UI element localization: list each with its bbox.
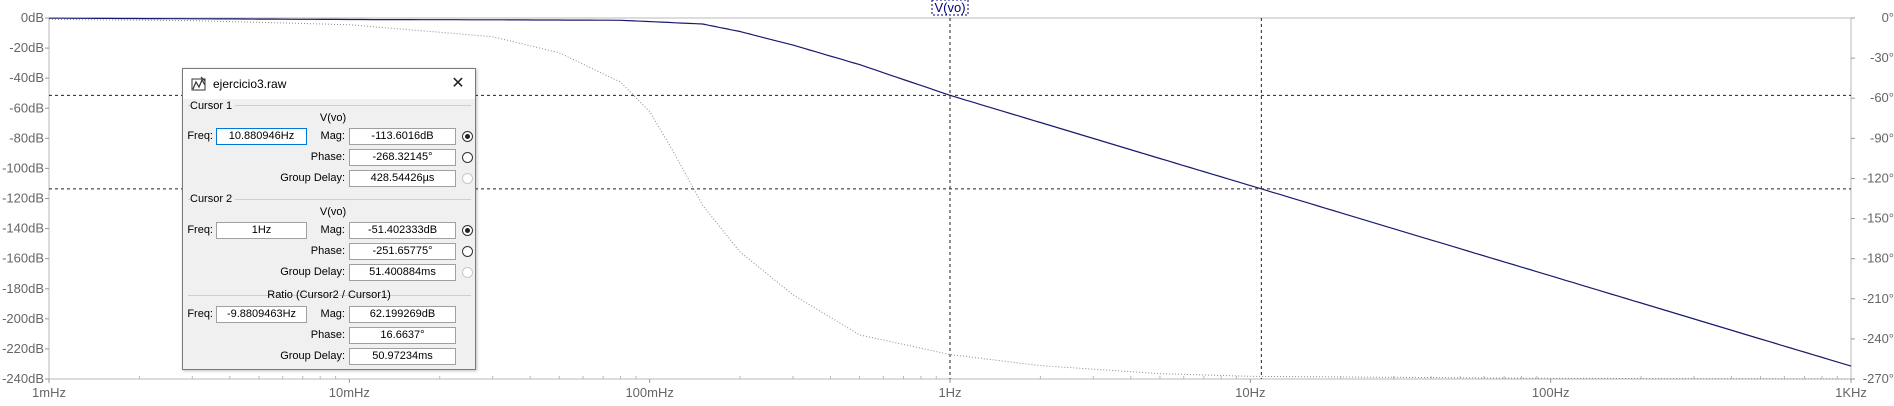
cursor2-mag-radio[interactable] [462, 225, 473, 236]
y-right-tick-label: 0° [1882, 10, 1894, 25]
cursor2-phase-field: -251.65775° [349, 243, 456, 260]
cursor1-gd-radio[interactable] [462, 173, 473, 184]
ratio-mag-field: 62.199269dB [349, 306, 456, 323]
ratio-phase-label: Phase: [310, 329, 345, 341]
x-tick-label: 100Hz [1532, 385, 1570, 400]
cursor2-freq-field[interactable]: 1Hz [216, 222, 307, 239]
y-right-tick-label: -210° [1863, 291, 1894, 306]
x-tick-label: 10Hz [1235, 385, 1265, 400]
cursor1-gd-label: Group Delay: [280, 172, 345, 184]
waveform-app-icon [191, 76, 206, 91]
y-left-tick-label: -20dB [9, 40, 44, 55]
y-left-tick-label: -80dB [9, 130, 44, 145]
ratio-group-line [188, 295, 471, 296]
series [48, 17, 1852, 380]
y-left-tick-label: -100dB [2, 160, 44, 175]
ratio-phase-field: 16.6637° [349, 327, 456, 344]
magnitude-series-line [49, 17, 1852, 367]
cursor2-freq-label: Freq: [187, 224, 213, 236]
cursor-dialog[interactable]: ejercicio3.raw ✕ Cursor 1 V(vo) Freq: 10… [182, 68, 476, 370]
y-right-tick-label: -30° [1870, 50, 1894, 65]
y-right-tick-label: -270° [1863, 371, 1894, 386]
cursor2-mag-field: -51.402333dB [349, 222, 456, 239]
y-left-ticks: 0dB -20dB -40dB -60dB -80dB -100dB -120dB -140d… [2, 10, 49, 386]
cursor1-freq-label: Freq: [187, 130, 213, 142]
cursor1-trace: V(vo) [319, 112, 347, 124]
x-ticks: 1mHz 10mHz 100mHz 1Hz 10Hz 100Hz 1KHz [32, 376, 1867, 400]
cursor1-mag-label: Mag: [320, 130, 345, 142]
x-tick-label: 1mHz [32, 385, 66, 400]
cursor1-group-line [188, 105, 471, 106]
y-right-tick-label: -180° [1863, 251, 1894, 266]
close-icon[interactable]: ✕ [451, 75, 465, 92]
y-left-tick-label: -180dB [2, 281, 44, 296]
cursor1-phase-field: -268.32145° [349, 149, 456, 166]
y-left-tick-label: -200dB [2, 311, 44, 326]
cursor2-header: Cursor 2 [190, 193, 236, 205]
cursor2-group-line [188, 199, 471, 200]
ratio-freq-field: -9.8809463Hz [216, 306, 307, 323]
cursor2-phase-radio[interactable] [462, 246, 473, 257]
x-tick-label: 1KHz [1835, 385, 1867, 400]
y-left-tick-label: 0dB [21, 10, 44, 25]
ratio-gd-label: Group Delay: [280, 350, 345, 362]
cursor1-mag-field: -113.6016dB [349, 128, 456, 145]
dialog-title: ejercicio3.raw [213, 77, 287, 91]
cursor2-phase-label: Phase: [310, 245, 345, 257]
ratio-mag-label: Mag: [320, 308, 345, 320]
y-right-ticks: 0° -30° -60° -90° -120° -150° -180° -210° -240° -… [1851, 10, 1894, 386]
ratio-gd-field: 50.97234ms [349, 348, 456, 365]
x-tick-label: 10mHz [329, 385, 370, 400]
ratio-freq-label: Freq: [187, 308, 213, 320]
phase-series-line [48, 18, 1852, 380]
dialog-titlebar[interactable]: ejercicio3.raw ✕ [183, 69, 475, 99]
cursor2-gd-radio[interactable] [462, 267, 473, 278]
cursor1-phase-radio[interactable] [462, 152, 473, 163]
y-left-tick-label: -140dB [2, 221, 44, 236]
y-left-tick-label: -160dB [2, 251, 44, 266]
cursor2-gd-field: 51.400884ms [349, 264, 456, 281]
trace-title-box[interactable] [931, 0, 969, 16]
y-left-tick-label: -60dB [9, 100, 44, 115]
y-right-tick-label: -60° [1870, 90, 1894, 105]
y-right-tick-label: -240° [1863, 331, 1894, 346]
cursor2-mag-label: Mag: [320, 224, 345, 236]
y-left-tick-label: -40dB [9, 70, 44, 85]
y-right-tick-label: -90° [1870, 130, 1894, 145]
ratio-header: Ratio (Cursor2 / Cursor1) [267, 289, 391, 301]
y-right-tick-label: -120° [1863, 170, 1894, 185]
y-left-tick-label: -220dB [2, 341, 44, 356]
y-right-tick-label: -150° [1863, 211, 1894, 226]
cursor1-phase-label: Phase: [310, 151, 345, 163]
x-tick-label: 100mHz [625, 385, 673, 400]
trace-title[interactable]: V(vo) [934, 0, 965, 15]
y-left-tick-label: -120dB [2, 191, 44, 206]
cursor1-gd-field: 428.54426µs [349, 170, 456, 187]
cursor1-freq-field[interactable]: 10.880946Hz [216, 128, 307, 145]
x-tick-label: 1Hz [938, 385, 961, 400]
cursor1-mag-radio[interactable] [462, 131, 473, 142]
cursor2-gd-label: Group Delay: [280, 266, 345, 278]
y-left-tick-label: -240dB [2, 371, 44, 386]
cursor1-header: Cursor 1 [190, 100, 236, 112]
cursor2-trace: V(vo) [319, 206, 347, 218]
